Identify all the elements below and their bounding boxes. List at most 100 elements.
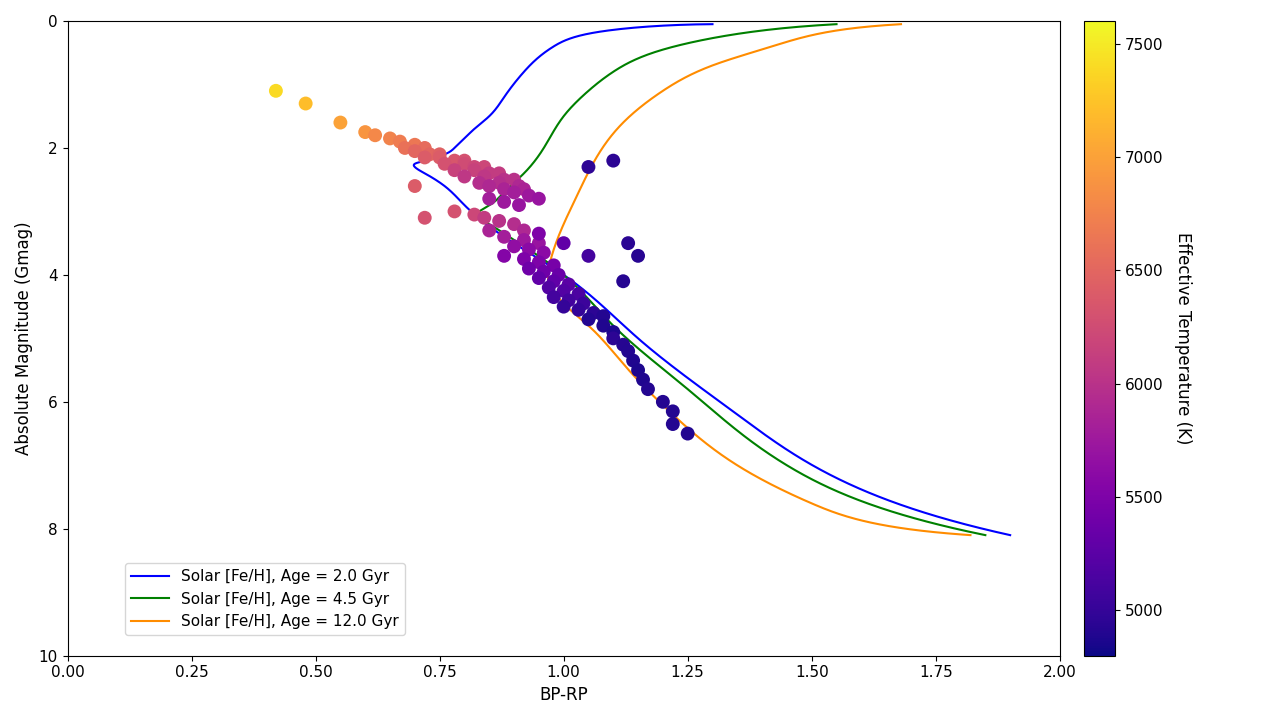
Solar [Fe/H], Age = 2.0 Gyr (741, 419, 757, 428)
Point (529, 237, 550, 249)
Point (493, 250, 514, 262)
Point (553, 301, 574, 312)
Point (493, 231, 514, 242)
Point (405, 139, 426, 150)
Point (469, 177, 489, 188)
Point (445, 165, 465, 176)
Point (574, 298, 594, 309)
Point (464, 161, 484, 173)
Solar [Fe/H], Age = 2.0 Gyr (705, 20, 721, 29)
Point (380, 133, 400, 145)
Point (330, 116, 350, 128)
Solar [Fe/H], Age = 2.0 Gyr (1002, 531, 1017, 539)
Point (474, 170, 495, 182)
Point (613, 339, 634, 350)
Point (633, 374, 653, 385)
X-axis label: BP-RP: BP-RP (539, 686, 588, 704)
Point (583, 307, 603, 319)
Solar [Fe/H], Age = 12.0 Gyr (893, 20, 909, 29)
Point (529, 257, 550, 268)
Point (479, 180, 500, 192)
Point (479, 225, 500, 237)
Point (479, 168, 500, 179)
Solar [Fe/H], Age = 4.5 Gyr (487, 223, 502, 232)
Point (509, 180, 529, 192)
Point (619, 345, 639, 357)
Point (578, 161, 598, 173)
Point (548, 269, 569, 280)
Point (504, 187, 524, 198)
Line: Solar [Fe/H], Age = 12.0 Gyr: Solar [Fe/H], Age = 12.0 Gyr (548, 24, 970, 535)
Point (662, 406, 682, 417)
Point (474, 212, 495, 224)
Solar [Fe/H], Age = 2.0 Gyr (520, 64, 535, 73)
Point (414, 142, 435, 154)
Point (638, 383, 658, 395)
Point (514, 234, 534, 246)
Point (493, 174, 514, 186)
Point (603, 333, 624, 344)
Point (514, 225, 534, 237)
Point (578, 313, 598, 325)
Point (534, 247, 555, 258)
Point (454, 158, 474, 170)
Point (489, 215, 510, 226)
Point (543, 291, 564, 303)
Point (622, 354, 643, 366)
Point (627, 365, 648, 376)
Point (534, 266, 555, 278)
Point (479, 193, 500, 204)
Point (504, 241, 524, 252)
Point (514, 253, 534, 265)
Solar [Fe/H], Age = 4.5 Gyr (516, 242, 532, 250)
Point (390, 136, 410, 147)
Point (553, 237, 574, 249)
Point (355, 127, 376, 138)
Point (519, 190, 539, 201)
Point (662, 418, 682, 430)
Point (489, 168, 510, 179)
Point (519, 262, 539, 274)
Point (553, 285, 574, 296)
Point (603, 155, 624, 166)
Point (429, 149, 450, 160)
Solar [Fe/H], Age = 12.0 Gyr (547, 244, 562, 252)
Point (529, 273, 550, 284)
Point (493, 183, 514, 195)
Point (613, 275, 634, 287)
Solar [Fe/H], Age = 12.0 Gyr (962, 531, 978, 539)
Point (445, 206, 465, 217)
Point (543, 260, 564, 271)
Point (366, 129, 386, 141)
Point (464, 209, 484, 220)
Legend: Solar [Fe/H], Age = 2.0 Gyr, Solar [Fe/H], Age = 4.5 Gyr, Solar [Fe/H], Age = 12: Solar [Fe/H], Age = 2.0 Gyr, Solar [Fe/H… (125, 563, 405, 636)
Point (414, 152, 435, 163)
Point (493, 196, 514, 208)
Point (474, 161, 495, 173)
Point (454, 170, 474, 182)
Solar [Fe/H], Age = 4.5 Gyr (734, 429, 749, 438)
Point (489, 177, 510, 188)
Solar [Fe/H], Age = 12.0 Gyr (553, 225, 569, 234)
Solar [Fe/H], Age = 12.0 Gyr (690, 432, 705, 441)
Point (405, 145, 426, 157)
Point (677, 428, 698, 439)
Point (538, 282, 558, 293)
Point (504, 219, 524, 230)
Point (414, 212, 435, 224)
Point (653, 396, 674, 408)
Solar [Fe/H], Age = 12.0 Gyr (679, 423, 694, 431)
Point (558, 295, 579, 306)
Point (569, 304, 589, 316)
Solar [Fe/H], Age = 4.5 Gyr (663, 371, 679, 380)
Line: Solar [Fe/H], Age = 4.5 Gyr: Solar [Fe/H], Age = 4.5 Gyr (478, 24, 985, 535)
Point (603, 326, 624, 338)
Point (266, 85, 286, 96)
Solar [Fe/H], Age = 2.0 Gyr (755, 429, 771, 437)
Solar [Fe/H], Age = 2.0 Gyr (482, 222, 497, 231)
Solar [Fe/H], Age = 12.0 Gyr (629, 374, 644, 383)
Point (593, 311, 613, 322)
Point (519, 244, 539, 255)
Point (445, 155, 465, 166)
Y-axis label: Effective Temperature (K): Effective Temperature (K) (1173, 232, 1191, 444)
